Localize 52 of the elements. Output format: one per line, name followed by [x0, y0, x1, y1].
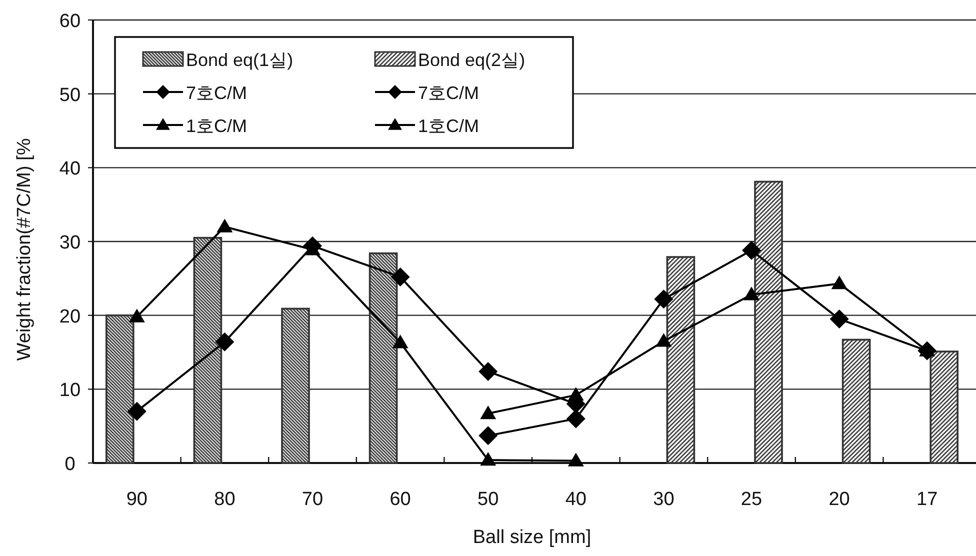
x-tick-label: 17	[916, 489, 938, 510]
x-tick-label: 90	[126, 489, 148, 510]
point	[480, 452, 496, 466]
point	[654, 290, 674, 309]
x-tick-label: 80	[214, 489, 236, 510]
legend-label: Bond eq(2실)	[418, 50, 526, 70]
point	[480, 406, 496, 420]
bar	[193, 236, 222, 464]
point	[127, 402, 146, 421]
x-tick-label: 25	[740, 489, 762, 510]
y-tick-label: 10	[59, 380, 81, 402]
x-tick-label: 40	[565, 489, 586, 510]
point	[656, 333, 672, 347]
y-tick-label: 50	[59, 84, 81, 106]
legend-label: 7호C/M	[186, 83, 248, 103]
point	[830, 310, 849, 329]
y-tick-label: 0	[64, 454, 76, 475]
point	[128, 308, 145, 322]
y-tick-label: 40	[59, 158, 81, 180]
x-tick-label: 20	[828, 489, 850, 510]
y-tick-label: 60	[59, 11, 81, 32]
x-axis-title: Ball size [mm]	[472, 527, 592, 548]
point	[392, 334, 408, 348]
point	[744, 286, 760, 300]
point	[478, 426, 498, 446]
point	[215, 332, 234, 352]
x-tick-label: 30	[653, 489, 674, 510]
y-tick-label: 30	[59, 232, 81, 254]
bar	[281, 308, 310, 464]
x-tick-label: 70	[302, 489, 324, 510]
point	[566, 409, 586, 428]
bar	[368, 252, 398, 464]
x-tick-label: 60	[390, 489, 411, 510]
x-tick-label: 50	[478, 489, 499, 510]
bar	[930, 350, 958, 464]
point	[390, 267, 410, 286]
bar	[666, 256, 696, 464]
bar	[754, 180, 783, 464]
bar	[106, 314, 134, 464]
point	[742, 240, 761, 260]
legend-label: 1호C/M	[418, 116, 480, 136]
point	[568, 387, 584, 401]
legend-label: 7호C/M	[418, 83, 480, 103]
bar	[842, 338, 871, 464]
point	[478, 362, 498, 381]
point	[831, 276, 848, 290]
legend-label: 1호C/M	[186, 116, 248, 136]
point	[216, 218, 233, 232]
point	[568, 452, 584, 466]
y-axis-title: Weight fraction(#7C/M) [%	[14, 138, 35, 361]
y-tick-label: 20	[59, 306, 81, 328]
legend-label: Bond eq(1실)	[186, 50, 294, 70]
